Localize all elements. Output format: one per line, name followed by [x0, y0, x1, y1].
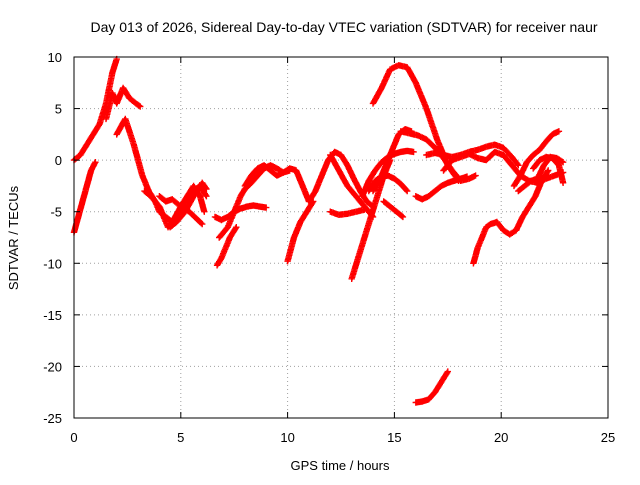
y-axis-label: SDTVAR / TECUs: [6, 185, 21, 290]
data-point-marks: [530, 153, 567, 186]
y-tick-label: -25: [43, 411, 62, 426]
y-tick-label: 10: [48, 50, 62, 65]
data-point-marks: [213, 224, 240, 269]
data-point-marks: [284, 198, 317, 265]
x-tick-label: 10: [280, 430, 294, 445]
series-arc-13: [305, 148, 377, 210]
data-point-marks: [380, 198, 407, 221]
data-point-marks: [166, 179, 210, 231]
x-tick-label: 20: [494, 430, 508, 445]
plot-area-frame: [73, 56, 609, 419]
data-point-marks: [327, 206, 368, 218]
data-point-marks: [412, 368, 451, 406]
series-arc-7: [166, 179, 210, 231]
data-point-marks: [327, 151, 377, 221]
series-arc-14: [327, 151, 377, 221]
data-point-marks: [412, 173, 471, 203]
y-tick-label: -20: [43, 359, 62, 374]
series-arc-27: [470, 167, 552, 267]
series-arc-21: [380, 198, 407, 221]
x-tick-label: 25: [601, 430, 615, 445]
series-arc-12: [284, 198, 317, 265]
data-point-marks: [510, 128, 563, 190]
data-point-marks: [241, 162, 313, 205]
series-arc-11: [241, 162, 313, 205]
x-tick-label: 15: [387, 430, 401, 445]
series-arc-3: [102, 84, 144, 123]
x-tick-label: 0: [70, 430, 77, 445]
series-arc-15: [327, 206, 368, 218]
axis-ticks: 0 5 10 15 20 25 10 5 0 -5 -10 -15 -20 -25: [43, 50, 615, 445]
chart-title: Day 013 of 2026, Sidereal Day-to-day VTE…: [90, 19, 597, 35]
y-tick-label: -10: [43, 256, 62, 271]
series-arc-10: [213, 224, 240, 269]
series-arc-28: [510, 128, 563, 190]
x-tick-label: 5: [177, 430, 184, 445]
y-tick-label: 5: [55, 102, 62, 117]
data-point-marks: [470, 167, 552, 267]
y-tick-label: -5: [50, 205, 62, 220]
series-arc-30: [530, 153, 567, 186]
data-point-marks: [102, 84, 144, 123]
y-tick-label: -15: [43, 308, 62, 323]
series-arc-24: [412, 173, 471, 203]
data-point-marks: [305, 148, 377, 210]
series-arc-23: [412, 368, 451, 406]
y-tick-label: 0: [55, 153, 62, 168]
x-axis-label: GPS time / hours: [291, 458, 390, 473]
